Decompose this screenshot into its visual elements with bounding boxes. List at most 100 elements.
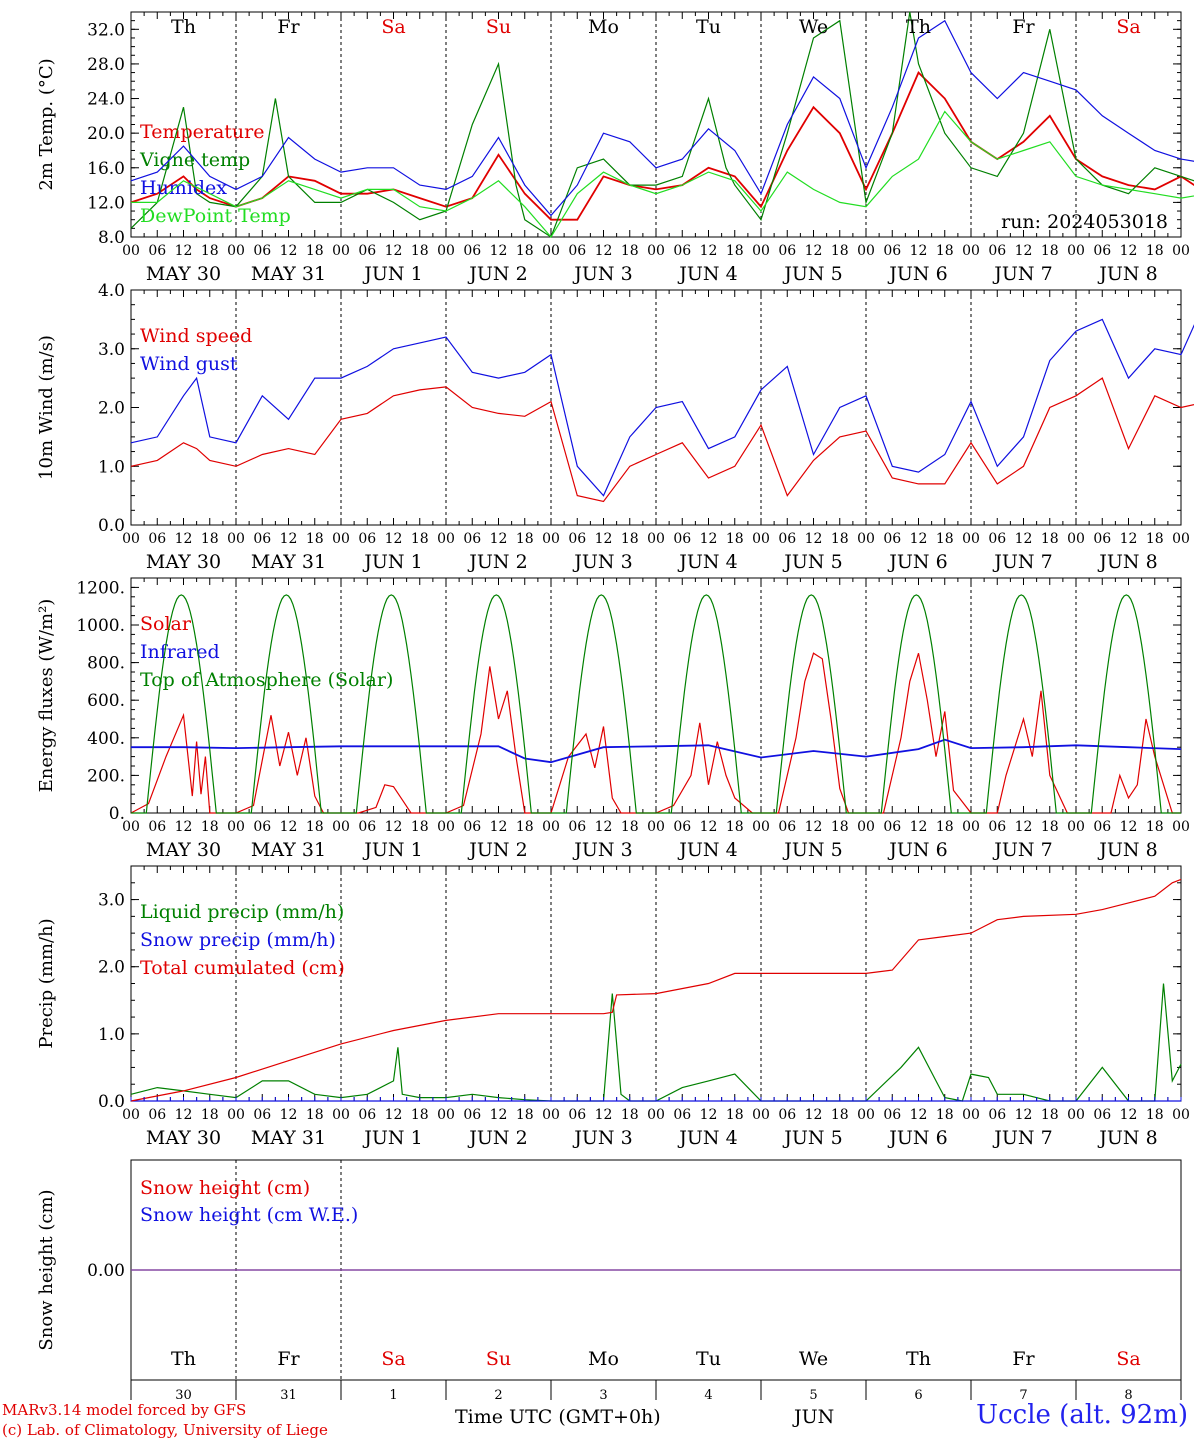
panel4-hour-label: 06 xyxy=(463,1107,481,1123)
panel3-hour-label: 06 xyxy=(988,819,1006,835)
panel3-hour-label: 06 xyxy=(463,819,481,835)
panel3-legend-1: Solar xyxy=(140,613,192,635)
panel2-hour-label: 00 xyxy=(1172,531,1190,547)
panel4-hour-label: 06 xyxy=(148,1107,166,1123)
panel1-hour-label: 00 xyxy=(1067,243,1085,259)
panel1-series-3-line xyxy=(130,19,1194,217)
panel4-hour-label: 12 xyxy=(1015,1107,1033,1123)
panel4-hour-label: 00 xyxy=(752,1107,770,1123)
panel1-hour-label: 12 xyxy=(280,243,298,259)
panel2-hour-label: 00 xyxy=(1067,531,1085,547)
panel1-legend-4: DewPoint Temp xyxy=(140,205,291,227)
panel4-date-label: JUN 8 xyxy=(1097,1127,1157,1149)
bottom-day-number: 4 xyxy=(704,1388,712,1403)
panel1-hour-label: 18 xyxy=(411,243,429,259)
panel2-hour-label: 18 xyxy=(726,531,744,547)
panel2-hour-label: 00 xyxy=(962,531,980,547)
panel1-date-label: JUN 2 xyxy=(467,263,527,285)
panel1-hour-label: 06 xyxy=(673,243,691,259)
panel3-hour-label: 00 xyxy=(752,819,770,835)
panel4-date-label: JUN 5 xyxy=(782,1127,842,1149)
panel4-y-axis-title: Precip (mm/h) xyxy=(36,918,57,1048)
panel4-legend-1: Liquid precip (mm/h) xyxy=(140,901,344,923)
panel4-hour-label: 06 xyxy=(673,1107,691,1123)
station-name: Uccle (alt. 92m) xyxy=(976,1400,1188,1430)
panel2-hour-label: 18 xyxy=(1146,531,1164,547)
top-day-name: Sa xyxy=(1116,16,1140,38)
panel1-hour-label: 00 xyxy=(122,243,140,259)
panel4-legend-2: Snow precip (mm/h) xyxy=(140,929,336,951)
panel4-hour-label: 00 xyxy=(647,1107,665,1123)
panel4-hour-label: 00 xyxy=(437,1107,455,1123)
panel2-hour-label: 00 xyxy=(542,531,560,547)
panel3-hour-label: 00 xyxy=(1172,819,1190,835)
panel1-legend-3: Humidex xyxy=(140,177,227,199)
x-axis-title: Time UTC (GMT+0h) xyxy=(455,1406,661,1428)
panel3-y-tick-label: 1000. xyxy=(76,616,125,636)
panel1-legend-2: Vigne temp xyxy=(139,149,250,171)
panel4-y-tick-label: 1.0 xyxy=(98,1025,125,1045)
panel1-hour-label: 12 xyxy=(175,243,193,259)
panel1-y-tick-label: 16.0 xyxy=(87,159,125,179)
panel3-hour-label: 18 xyxy=(1041,819,1059,835)
panel1-hour-label: 06 xyxy=(778,243,796,259)
panel1-hour-label: 00 xyxy=(752,243,770,259)
panel3-hour-label: 06 xyxy=(673,819,691,835)
panel3-hour-label: 06 xyxy=(778,819,796,835)
panel2-hour-label: 18 xyxy=(201,531,219,547)
panel4-hour-label: 18 xyxy=(306,1107,324,1123)
panel1-date-label: JUN 3 xyxy=(572,263,632,285)
panel1-y-axis-title: 2m Temp. (°C) xyxy=(36,58,57,190)
panel3-hour-label: 06 xyxy=(148,819,166,835)
panel5-legend-1: Snow height (cm) xyxy=(140,1177,310,1199)
panel4-hour-label: 12 xyxy=(1120,1107,1138,1123)
panel4-y-tick-label: 3.0 xyxy=(98,891,125,911)
panel2-date-label: JUN 5 xyxy=(782,551,842,573)
panel1-hour-label: 06 xyxy=(1093,243,1111,259)
panel3-hour-label: 12 xyxy=(700,819,718,835)
panel3-hour-label: 18 xyxy=(621,819,639,835)
panel2-hour-label: 12 xyxy=(385,531,403,547)
panel4-hour-label: 06 xyxy=(883,1107,901,1123)
panel2-hour-label: 00 xyxy=(752,531,770,547)
panel1-y-tick-label: 20.0 xyxy=(87,124,125,144)
panel4-hour-label: 18 xyxy=(1146,1107,1164,1123)
panel3-y-tick-label: 1200. xyxy=(76,578,125,598)
panel4-y-tick-label: 0.0 xyxy=(98,1092,125,1112)
panel1-date-label: JUN 1 xyxy=(362,263,422,285)
panel3-hour-label: 06 xyxy=(568,819,586,835)
panel3-hour-label: 12 xyxy=(385,819,403,835)
bottom-day-name: Th xyxy=(171,1348,196,1370)
panel1-y-tick-label: 8.0 xyxy=(98,228,125,248)
panel4-hour-label: 06 xyxy=(253,1107,271,1123)
panel3-date-label: JUN 2 xyxy=(467,839,527,861)
top-day-name: Fr xyxy=(1012,16,1035,38)
panel1-hour-label: 18 xyxy=(831,243,849,259)
panel1-hour-label: 18 xyxy=(621,243,639,259)
panel2-hour-label: 12 xyxy=(805,531,823,547)
panel1-y-tick-label: 12.0 xyxy=(87,193,125,213)
panel1-hour-label: 18 xyxy=(516,243,534,259)
panel2-series-2-line xyxy=(130,318,1194,497)
panel1-hour-label: 12 xyxy=(385,243,403,259)
panel2-hour-label: 06 xyxy=(778,531,796,547)
panel1-y-tick-label: 28.0 xyxy=(87,55,125,75)
panel3-hour-label: 00 xyxy=(542,819,560,835)
bottom-day-number: 6 xyxy=(914,1388,922,1403)
panel4-hour-label: 00 xyxy=(227,1107,245,1123)
panel1-hour-label: 12 xyxy=(490,243,508,259)
panel2-hour-label: 18 xyxy=(411,531,429,547)
panel3-date-label: JUN 3 xyxy=(572,839,632,861)
panel1-hour-label: 00 xyxy=(227,243,245,259)
panel3-hour-label: 12 xyxy=(595,819,613,835)
panel3-date-label: MAY 31 xyxy=(251,839,326,861)
panel1-hour-label: 18 xyxy=(201,243,219,259)
bottom-day-name: Fr xyxy=(1012,1348,1035,1370)
panel2-hour-label: 00 xyxy=(227,531,245,547)
panel3-date-label: JUN 6 xyxy=(887,839,947,861)
panel3-y-tick-label: 0. xyxy=(109,804,125,824)
panel1-hour-label: 06 xyxy=(358,243,376,259)
panel4-hour-label: 12 xyxy=(175,1107,193,1123)
top-day-name: Su xyxy=(486,16,511,38)
panel3-date-label: JUN 8 xyxy=(1097,839,1157,861)
